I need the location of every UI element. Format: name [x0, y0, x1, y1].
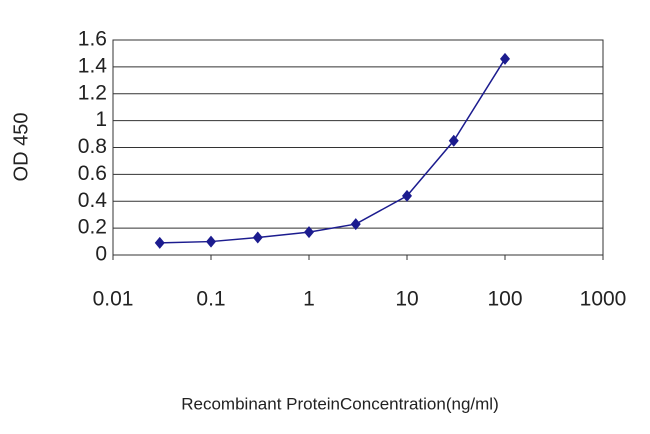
y-tick-label: 0.2	[78, 216, 107, 239]
y-tick-label: 0	[95, 243, 107, 266]
y-tick-label: 0.6	[78, 162, 107, 185]
y-axis-title: OD 450	[10, 113, 32, 182]
y-tick-label: 0.8	[78, 135, 107, 158]
x-tick-label: 1	[303, 288, 315, 311]
data-point	[500, 52, 510, 65]
data-point	[402, 189, 412, 202]
data-point	[350, 218, 361, 231]
data-point	[154, 236, 165, 249]
y-tick-label: 1.6	[78, 28, 107, 51]
data-point	[304, 226, 314, 239]
y-tick-label: 1.2	[78, 81, 107, 104]
x-tick-label: 0.1	[196, 288, 225, 311]
data-point	[206, 235, 216, 248]
data-point	[448, 134, 459, 147]
x-axis-title: Recombinant ProteinConcentration(ng/ml)	[181, 394, 499, 413]
x-tick-label: 100	[487, 288, 522, 311]
y-tick-label: 1	[95, 108, 107, 131]
data-point	[252, 231, 263, 244]
x-tick-label: 1000	[580, 288, 627, 311]
x-tick-label: 10	[395, 288, 418, 311]
x-tick-label: 0.01	[93, 288, 134, 311]
y-tick-label: 1.4	[78, 54, 108, 77]
data-line	[159, 58, 506, 244]
y-tick-label: 0.4	[78, 189, 108, 212]
